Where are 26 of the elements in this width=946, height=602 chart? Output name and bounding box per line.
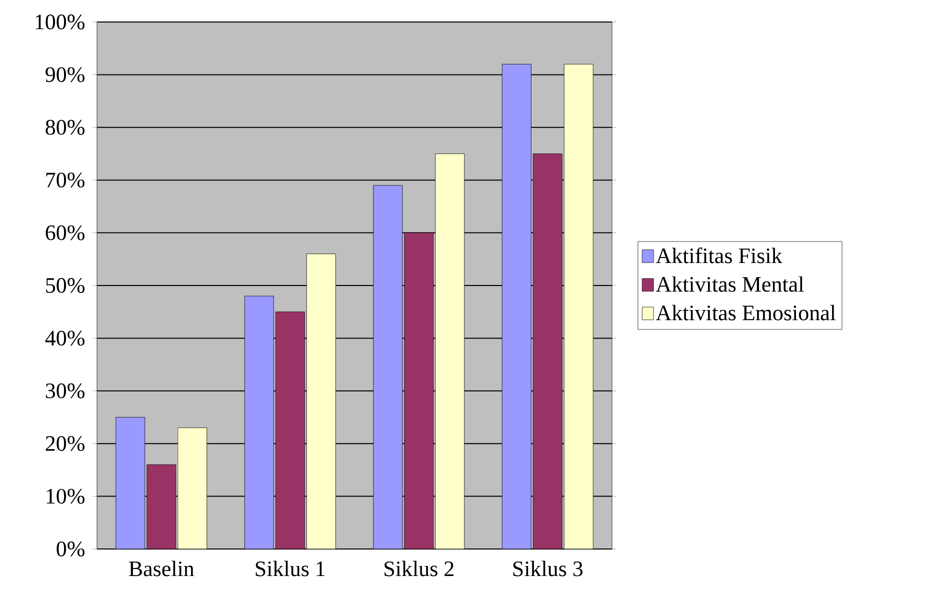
y-tick-label: 30% — [46, 383, 84, 398]
y-tick-label: 90% — [46, 67, 84, 82]
legend-label: Aktivitas Emosional — [656, 304, 836, 320]
bar — [146, 464, 176, 549]
legend-label: Aktifitas Fisik — [656, 248, 782, 264]
x-tick-label: Baselin — [129, 560, 194, 576]
bar — [178, 428, 208, 549]
y-tick-label: 100% — [36, 14, 84, 30]
y-tick-label: 60% — [46, 225, 84, 240]
bar — [306, 254, 336, 549]
x-tick-label: Siklus 2 — [384, 560, 454, 576]
y-tick-label: 70% — [46, 172, 84, 188]
x-tick-label: Siklus 1 — [256, 560, 325, 576]
bar — [435, 154, 465, 549]
bar — [404, 232, 434, 549]
bar — [532, 154, 562, 549]
bar — [564, 64, 594, 549]
y-tick-label: 40% — [45, 330, 84, 346]
y-tick-label: 50% — [46, 278, 84, 293]
legend-label: Aktivitas Mental — [656, 276, 804, 292]
x-tick-label: Siklus 3 — [513, 560, 583, 576]
y-tick-label: 10% — [46, 488, 84, 504]
y-tick-label: 80% — [46, 120, 84, 135]
y-tick-label: 0% — [56, 542, 84, 556]
bar — [275, 312, 305, 549]
y-tick-label: 20% — [46, 436, 84, 452]
